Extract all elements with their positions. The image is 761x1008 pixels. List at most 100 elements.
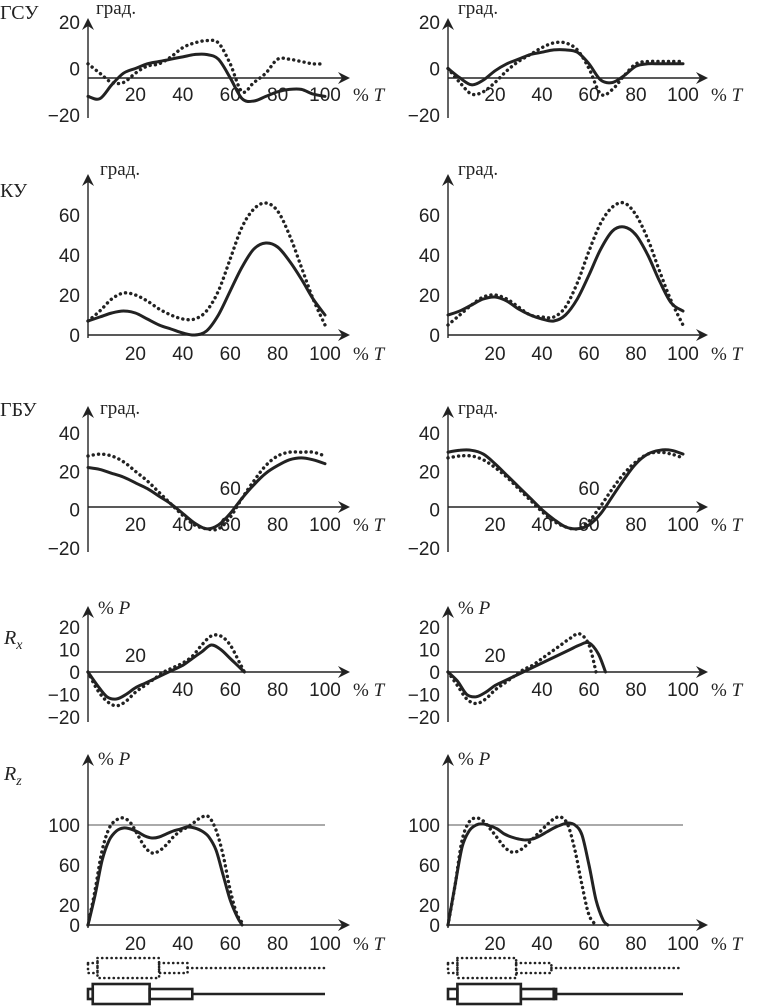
x-tick-label: 40 bbox=[531, 934, 552, 955]
y-axis-arrow bbox=[442, 174, 454, 186]
series-dotted bbox=[86, 633, 247, 708]
x-unit-label: % T bbox=[711, 934, 744, 955]
y-tick-label: 0 bbox=[429, 326, 440, 347]
y-unit-p: P bbox=[478, 749, 491, 770]
y-tick-label: −20 bbox=[408, 539, 440, 560]
x-tick-label: 80 bbox=[267, 515, 288, 536]
series-solid bbox=[446, 225, 685, 323]
y-tick-label: 0 bbox=[69, 60, 80, 81]
y-tick-label: 100 bbox=[408, 816, 440, 837]
y-axis-arrow bbox=[82, 606, 94, 618]
series-dotted bbox=[86, 201, 327, 327]
x-tick-label: 100 bbox=[309, 515, 341, 536]
x-tick-label: 20 bbox=[484, 85, 505, 106]
x-tick-label: 20 bbox=[125, 934, 146, 955]
series-dotted bbox=[86, 38, 327, 95]
gait-segment bbox=[91, 982, 151, 1006]
x-unit-t: T bbox=[374, 515, 386, 536]
gait-segment bbox=[96, 956, 161, 980]
series-solid bbox=[446, 821, 610, 927]
y-tick-label: 10 bbox=[419, 641, 440, 662]
x-axis-arrow bbox=[338, 666, 350, 678]
y-tick-label: −20 bbox=[48, 106, 80, 127]
x-tick-label: 80 bbox=[625, 934, 646, 955]
y-tick-label: 20 bbox=[59, 896, 80, 917]
x-unit-label: % T bbox=[711, 344, 744, 365]
y-unit-label: град. bbox=[458, 0, 498, 19]
gait-segment bbox=[456, 956, 518, 980]
y-tick-label: 20 bbox=[59, 13, 80, 34]
x-tick-label: 60 bbox=[220, 344, 241, 365]
y-unit-label: град. bbox=[458, 398, 498, 419]
x-unit-pct: % bbox=[353, 515, 374, 536]
x-tick-label: 80 bbox=[625, 515, 646, 536]
x-tick-label: 80 bbox=[625, 85, 646, 106]
y-tick-label: 60 bbox=[59, 206, 80, 227]
gait-segment bbox=[552, 987, 558, 1001]
gait-segment bbox=[456, 982, 523, 1006]
row-label-rx-main: R bbox=[3, 627, 16, 649]
x-unit-t: T bbox=[374, 680, 386, 701]
x-unit-label: % T bbox=[711, 515, 744, 536]
y-tick-label: 0 bbox=[429, 501, 440, 522]
x-tick-label: 20 bbox=[125, 85, 146, 106]
y-axis-arrow bbox=[82, 754, 94, 766]
x-unit-label: % T bbox=[353, 85, 386, 106]
row-label-rz-sub: z bbox=[15, 774, 22, 789]
y-tick-label: 40 bbox=[59, 424, 80, 445]
y-tick-label: 20 bbox=[419, 896, 440, 917]
y-unit-pct: % bbox=[458, 598, 479, 619]
y-unit-label: град. bbox=[458, 159, 498, 180]
x-unit-pct: % bbox=[711, 680, 732, 701]
x-tick-label: 100 bbox=[309, 934, 341, 955]
gait-bar-right bbox=[446, 956, 685, 1006]
gait-segment bbox=[446, 987, 459, 1001]
x-unit-label: % T bbox=[353, 934, 386, 955]
y-axis-arrow bbox=[442, 754, 454, 766]
row-label-gsu: ГСУ bbox=[0, 2, 39, 24]
x-tick-label: 20 bbox=[484, 934, 505, 955]
x-axis-arrow bbox=[696, 919, 708, 931]
y-tick-label: 0 bbox=[69, 916, 80, 937]
x-unit-t: T bbox=[732, 515, 744, 536]
series-dotted bbox=[446, 815, 598, 927]
y-tick-label: 40 bbox=[419, 246, 440, 267]
x-tick-label: 100 bbox=[667, 515, 699, 536]
x-axis-arrow bbox=[696, 72, 708, 84]
y-tick-label: 60 bbox=[419, 856, 440, 877]
series-dotted bbox=[446, 631, 598, 706]
x-tick-label: 40 bbox=[531, 85, 552, 106]
x-axis-arrow bbox=[696, 666, 708, 678]
y-axis-arrow bbox=[442, 406, 454, 418]
row-label-ku: КУ bbox=[0, 180, 28, 202]
x-unit-t: T bbox=[374, 85, 386, 106]
y-tick-label: 20 bbox=[59, 462, 80, 483]
x-tick-label: 100 bbox=[309, 344, 341, 365]
x-unit-t: T bbox=[374, 344, 386, 365]
x-tick-label: 60 bbox=[578, 85, 599, 106]
x-unit-pct: % bbox=[711, 515, 732, 536]
x-unit-t: T bbox=[732, 344, 744, 365]
y-tick-label: 60 bbox=[59, 856, 80, 877]
y-unit-label: град. bbox=[100, 398, 140, 419]
x-tick-label: 100 bbox=[667, 344, 699, 365]
series-solid bbox=[446, 640, 607, 699]
y-unit-p: P bbox=[118, 598, 131, 619]
y-tick-label: 20 bbox=[59, 618, 80, 639]
row-label-gbu: ГБУ bbox=[0, 399, 37, 421]
y-tick-label: 20 bbox=[419, 286, 440, 307]
y-tick-label: 20 bbox=[419, 618, 440, 639]
x-tick-label: 40 bbox=[172, 515, 193, 536]
x-unit-pct: % bbox=[711, 344, 732, 365]
x-tick-label: 100 bbox=[667, 934, 699, 955]
series-solid bbox=[86, 825, 244, 927]
x-tick-label: 40 bbox=[531, 515, 552, 536]
x-tick-label: 20 bbox=[484, 515, 505, 536]
